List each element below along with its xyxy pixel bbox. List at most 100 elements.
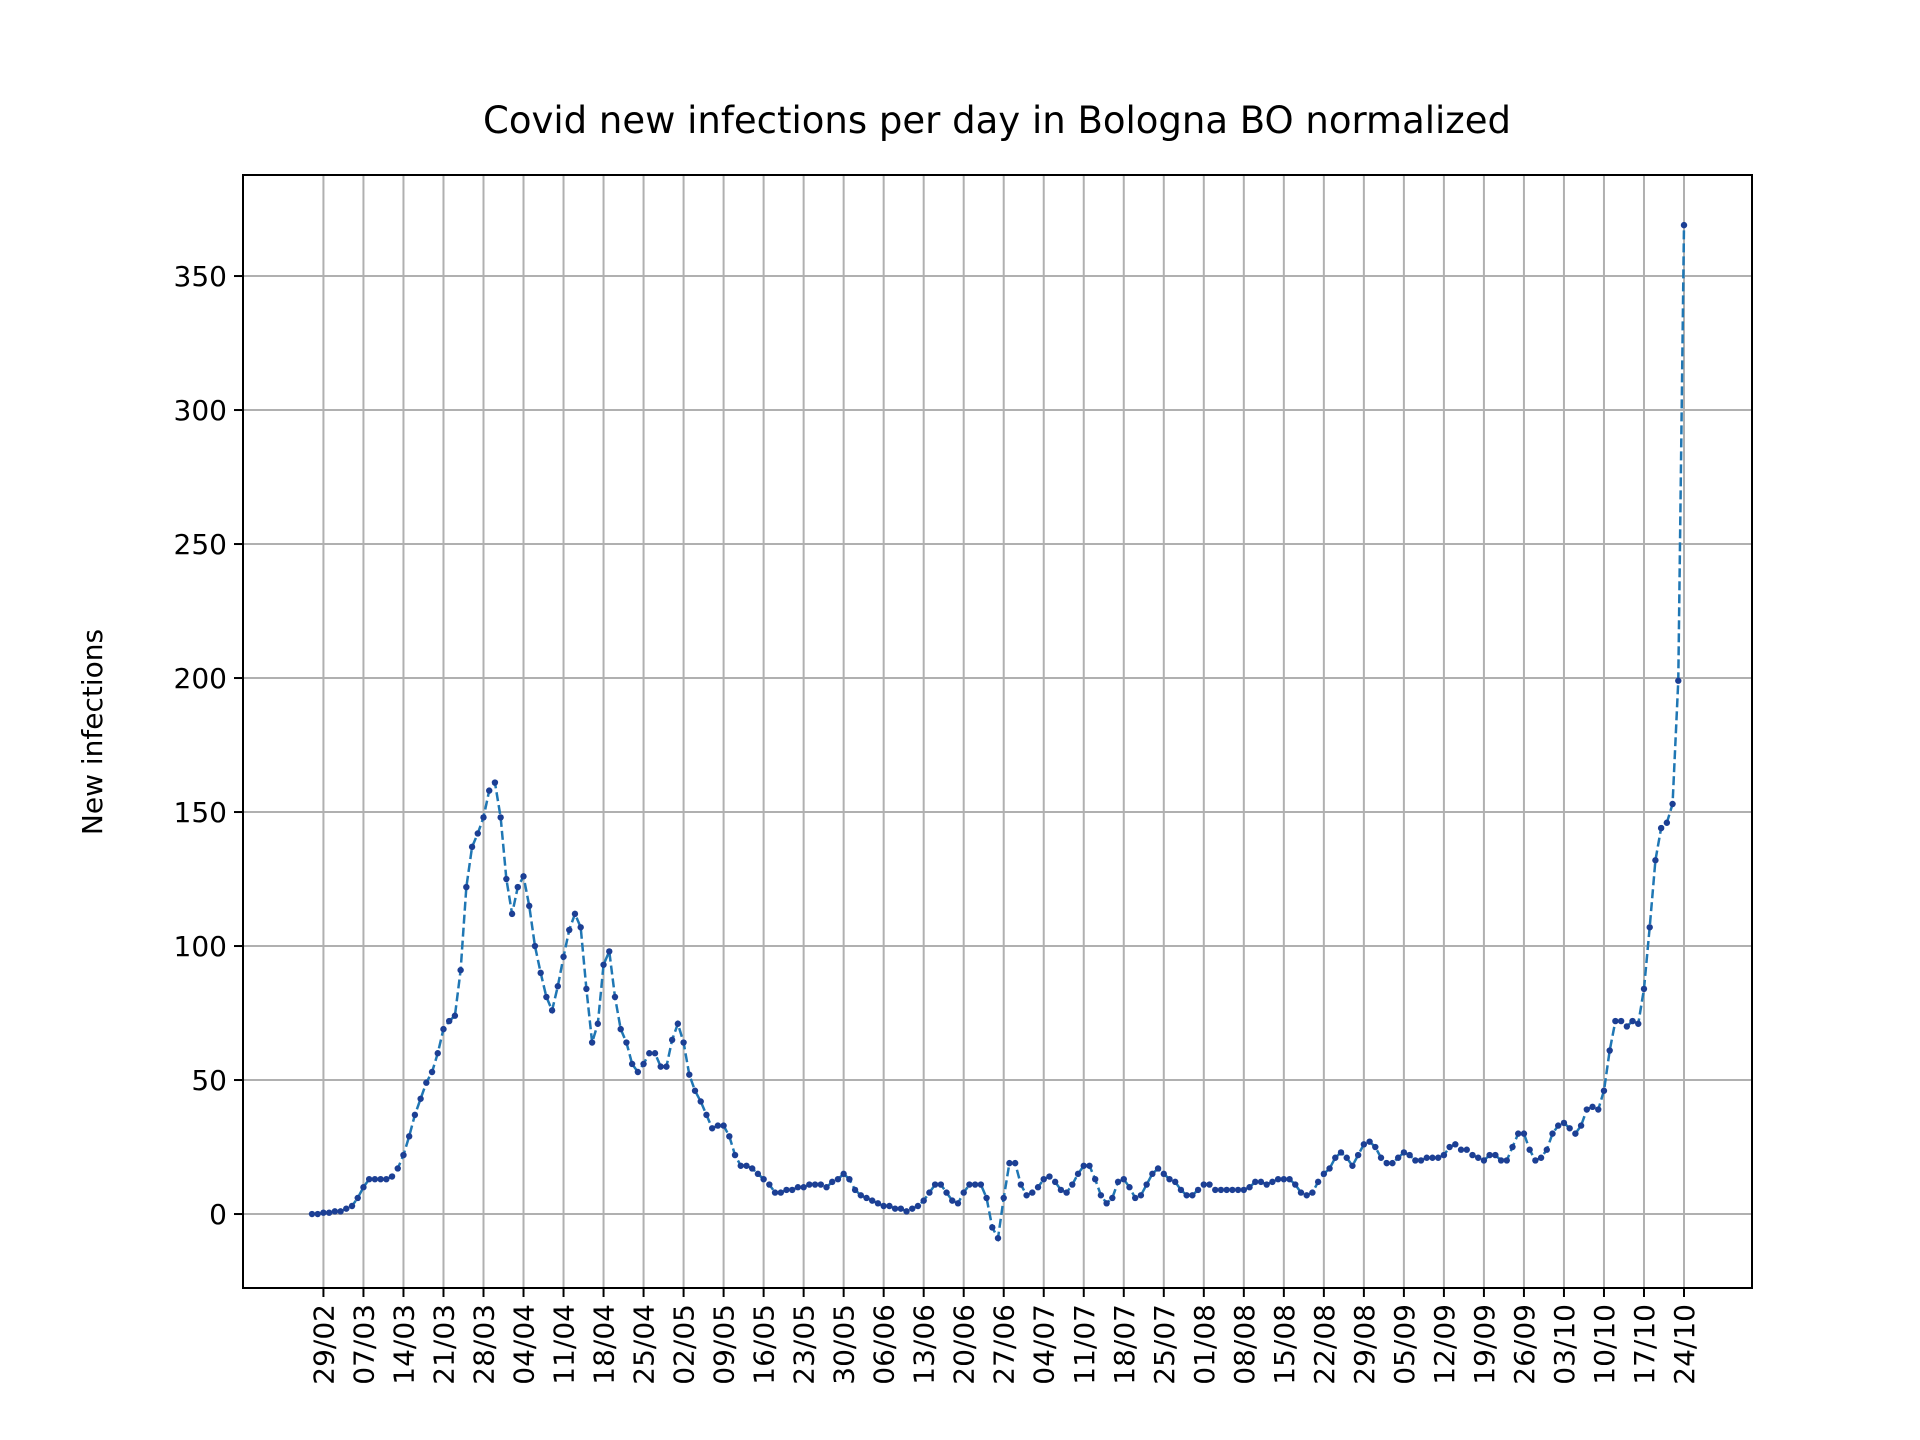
data-point bbox=[411, 1111, 419, 1119]
data-point bbox=[971, 1181, 979, 1188]
data-point bbox=[440, 1025, 447, 1033]
data-point bbox=[937, 1181, 945, 1188]
data-point bbox=[583, 985, 590, 993]
data-point bbox=[423, 1079, 430, 1086]
data-point bbox=[1109, 1194, 1116, 1202]
data-point bbox=[428, 1068, 436, 1076]
data-point bbox=[1126, 1184, 1133, 1191]
data-point bbox=[537, 969, 544, 977]
y-tick-label: 250 bbox=[174, 528, 227, 561]
data-point bbox=[760, 1175, 767, 1183]
data-point bbox=[1046, 1173, 1053, 1180]
data-point bbox=[1652, 857, 1659, 864]
data-point bbox=[628, 1060, 636, 1068]
y-tick-label: 350 bbox=[174, 260, 227, 293]
x-tick-label: 28/03 bbox=[468, 1304, 501, 1385]
data-point bbox=[840, 1170, 847, 1178]
data-point bbox=[1372, 1143, 1379, 1151]
x-tick-label: 26/09 bbox=[1508, 1304, 1541, 1385]
data-point bbox=[1583, 1106, 1591, 1113]
data-point bbox=[468, 843, 476, 851]
data-point bbox=[1240, 1186, 1248, 1194]
data-point bbox=[1337, 1149, 1345, 1156]
data-point bbox=[1280, 1175, 1288, 1183]
data-point bbox=[1114, 1178, 1122, 1186]
data-point bbox=[823, 1184, 830, 1191]
data-point bbox=[680, 1039, 687, 1046]
data-point bbox=[1492, 1151, 1499, 1159]
data-point bbox=[497, 814, 504, 821]
data-point bbox=[663, 1063, 670, 1070]
x-tick-label: 17/10 bbox=[1628, 1304, 1661, 1385]
x-tick-label: 25/07 bbox=[1148, 1304, 1181, 1385]
data-point bbox=[949, 1197, 956, 1204]
data-point bbox=[863, 1194, 870, 1202]
data-point bbox=[365, 1175, 373, 1183]
data-point bbox=[1555, 1122, 1562, 1129]
data-point bbox=[1412, 1157, 1419, 1164]
data-point bbox=[960, 1189, 967, 1196]
data-point bbox=[1515, 1130, 1522, 1137]
data-point bbox=[714, 1122, 722, 1129]
x-tick-label: 29/02 bbox=[307, 1304, 340, 1385]
data-point bbox=[1297, 1189, 1305, 1196]
data-point bbox=[1069, 1181, 1076, 1188]
data-point bbox=[451, 1012, 459, 1019]
data-point bbox=[1160, 1170, 1167, 1178]
data-point bbox=[417, 1095, 424, 1102]
data-point bbox=[520, 873, 527, 880]
data-point bbox=[1377, 1154, 1385, 1161]
data-point bbox=[1480, 1157, 1488, 1164]
x-tick-label: 05/09 bbox=[1388, 1304, 1421, 1385]
data-point bbox=[360, 1184, 367, 1191]
data-point bbox=[731, 1151, 739, 1159]
data-point bbox=[308, 1210, 316, 1218]
data-point bbox=[531, 942, 539, 950]
data-point bbox=[931, 1181, 939, 1188]
x-tick-label: 27/06 bbox=[988, 1304, 1021, 1385]
data-point bbox=[1006, 1159, 1013, 1167]
data-point bbox=[588, 1039, 596, 1046]
data-point bbox=[337, 1208, 344, 1215]
x-tick-label: 12/09 bbox=[1428, 1304, 1461, 1385]
data-point bbox=[508, 910, 516, 918]
data-point bbox=[857, 1192, 864, 1199]
data-point bbox=[543, 993, 550, 1001]
y-axis-label: New infections bbox=[76, 629, 109, 835]
x-tick-label: 13/06 bbox=[908, 1304, 941, 1385]
chart-title: Covid new infections per day in Bologna … bbox=[483, 99, 1511, 142]
data-point bbox=[1143, 1181, 1150, 1188]
data-point bbox=[1177, 1186, 1185, 1194]
data-point bbox=[1429, 1154, 1436, 1161]
data-point bbox=[1560, 1119, 1568, 1127]
data-point bbox=[966, 1181, 973, 1188]
data-point bbox=[1434, 1154, 1442, 1161]
data-point bbox=[1154, 1165, 1162, 1172]
data-point bbox=[886, 1202, 893, 1210]
data-point bbox=[1595, 1106, 1602, 1113]
data-point bbox=[1537, 1154, 1545, 1161]
data-point bbox=[1137, 1192, 1145, 1199]
data-point bbox=[1566, 1125, 1573, 1132]
data-point bbox=[1274, 1175, 1282, 1183]
data-point bbox=[480, 814, 487, 821]
data-point bbox=[606, 948, 613, 955]
data-point bbox=[1286, 1175, 1293, 1183]
data-point bbox=[903, 1208, 910, 1215]
data-point bbox=[754, 1170, 762, 1178]
data-point bbox=[646, 1050, 653, 1057]
x-tick-label: 23/05 bbox=[788, 1304, 821, 1385]
data-point bbox=[977, 1181, 985, 1188]
data-point bbox=[1172, 1178, 1179, 1186]
data-point bbox=[1406, 1151, 1413, 1159]
data-point bbox=[1400, 1149, 1408, 1156]
data-point bbox=[1080, 1162, 1087, 1169]
data-point bbox=[1475, 1154, 1482, 1161]
data-point bbox=[320, 1209, 327, 1216]
y-tick-label: 300 bbox=[174, 394, 227, 427]
x-tick-label: 19/09 bbox=[1468, 1304, 1501, 1385]
data-point bbox=[1509, 1143, 1516, 1151]
data-point bbox=[914, 1202, 922, 1210]
data-point bbox=[1600, 1087, 1608, 1094]
data-point bbox=[806, 1181, 813, 1188]
